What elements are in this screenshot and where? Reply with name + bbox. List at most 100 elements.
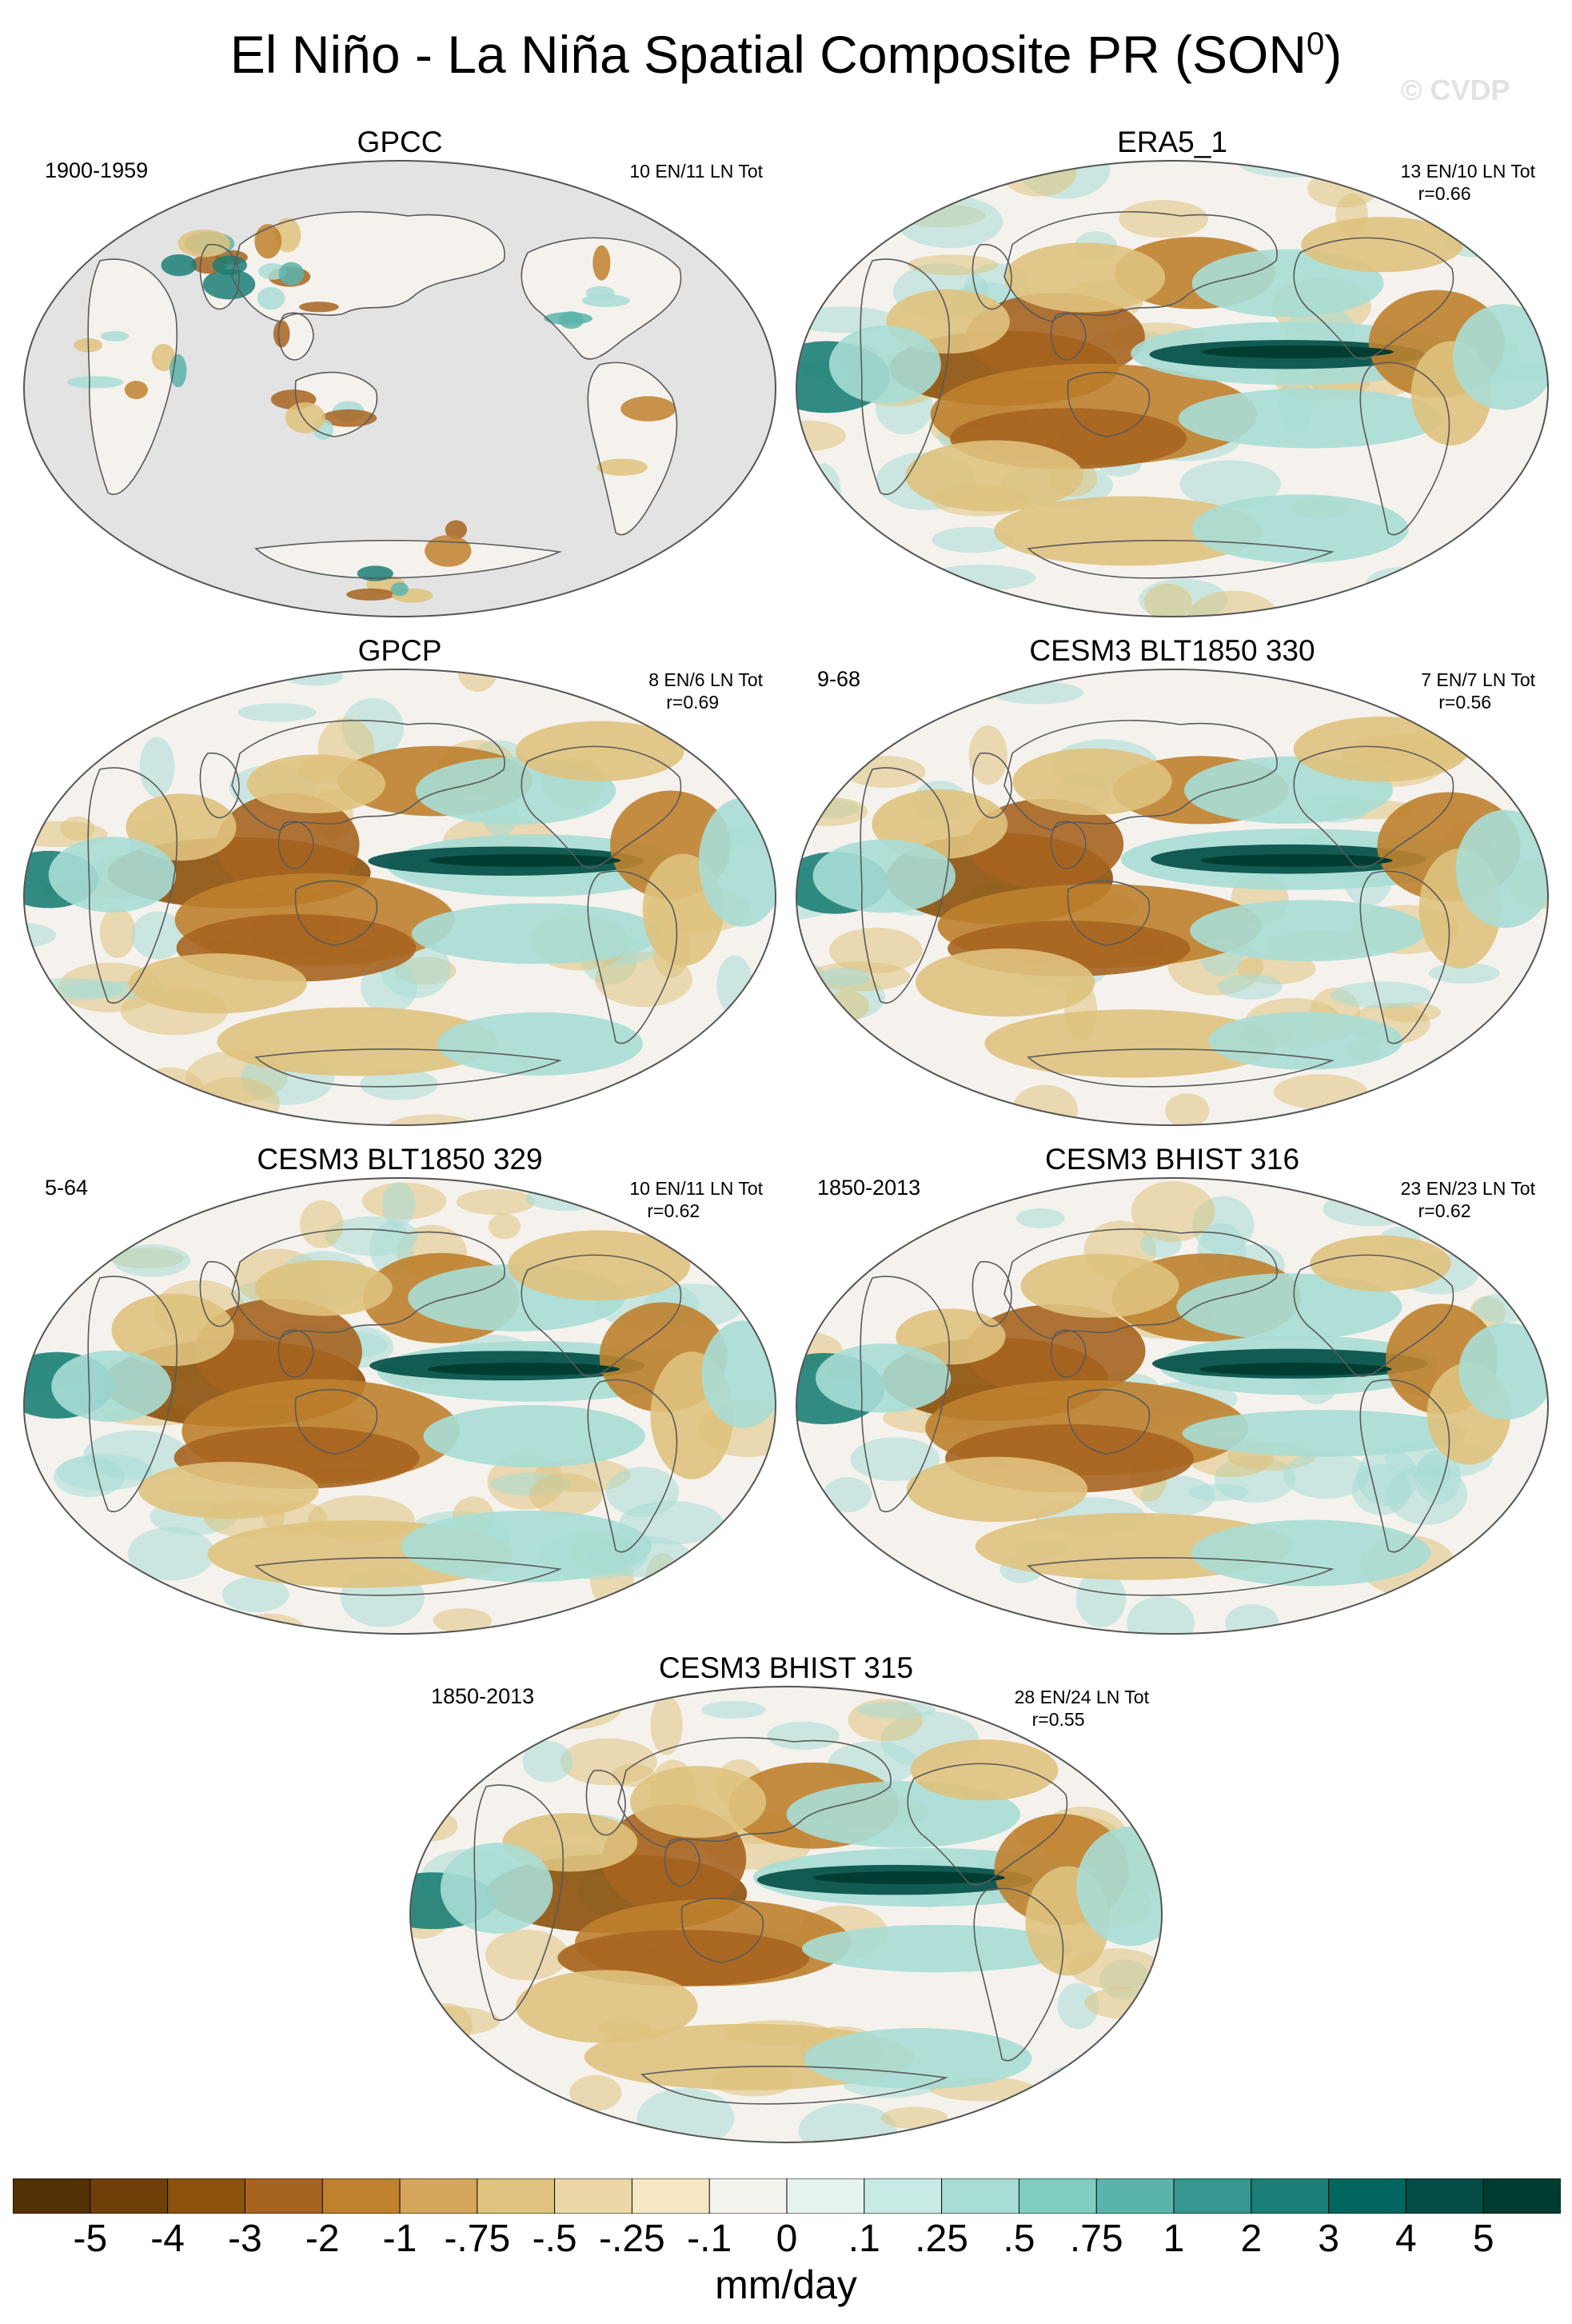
precip-anomaly-patch <box>1112 1687 1162 1702</box>
precip-anomaly-patch <box>285 402 325 433</box>
colorbar-swatch <box>1095 2178 1175 2214</box>
coastline <box>254 540 562 579</box>
precip-anomaly-patch <box>357 565 393 581</box>
coastline <box>1067 371 1151 437</box>
precip-anomaly-patch <box>619 1500 724 1545</box>
colorbar-swatch <box>1482 2178 1561 2214</box>
precip-anomaly-patch <box>663 677 758 699</box>
coastline <box>1050 821 1087 869</box>
colorbar-swatch <box>1251 2178 1330 2214</box>
colorbar-tick-label: -3 <box>228 2218 262 2260</box>
colorbar-swatch <box>708 2178 788 2214</box>
precip-anomaly-region <box>411 903 662 964</box>
panel-title: CESM3 BLT1850 330 <box>1029 634 1315 667</box>
precip-anomaly-patch <box>254 224 282 259</box>
precip-anomaly-patch <box>170 353 187 388</box>
coastline <box>640 2066 948 2105</box>
coastline <box>1293 1254 1454 1377</box>
precip-anomaly-region <box>515 721 684 781</box>
colorbar-swatch <box>941 2178 1020 2214</box>
equatorial-maximum <box>1201 345 1394 358</box>
precip-anomaly-region <box>1455 809 1548 928</box>
precip-anomaly-patch <box>1095 2070 1162 2129</box>
colorbar-swatch <box>244 2178 324 2214</box>
precip-anomaly-patch <box>711 669 776 692</box>
pattern-correlation: r=0.69 <box>666 692 720 713</box>
precip-anomaly-patch <box>701 1700 766 1719</box>
precip-anomaly-patch <box>839 161 925 178</box>
coastline <box>907 1763 1068 1886</box>
coastline <box>1027 1557 1335 1596</box>
precip-anomaly-patch <box>1082 1732 1162 1771</box>
precip-anomaly-patch <box>361 960 417 1014</box>
coastline <box>972 244 1012 310</box>
precip-anomaly-patch <box>560 1738 657 1786</box>
precip-anomaly-region <box>128 953 307 1014</box>
map-outline <box>796 669 1549 1126</box>
coastline <box>1067 880 1151 946</box>
precip-anomaly-patch <box>627 1088 667 1120</box>
precip-anomaly-patch <box>410 1713 477 1773</box>
precip-anomaly-patch <box>581 294 631 307</box>
precip-anomaly-patch <box>1477 235 1548 254</box>
precip-anomaly-patch <box>123 1090 185 1109</box>
precip-anomaly-patch <box>390 582 409 597</box>
map-projection <box>23 669 776 1126</box>
map-outline <box>23 160 776 617</box>
coastline <box>587 1379 678 1553</box>
coastline <box>1050 312 1087 361</box>
precip-anomaly-patch <box>127 1527 215 1581</box>
precip-anomaly-patch <box>113 1244 191 1277</box>
panel-title: CESM3 BLT1850 329 <box>257 1143 543 1176</box>
coastline <box>277 312 314 361</box>
precip-anomaly-region <box>915 948 1095 1017</box>
precip-anomaly-patch <box>907 254 998 275</box>
coastline <box>294 1388 378 1455</box>
colorbar-swatch <box>554 2178 633 2214</box>
event-counts: 7 EN/7 LN Tot <box>1421 669 1535 690</box>
precip-anomaly-patch <box>823 1477 872 1512</box>
precip-anomaly-patch <box>1522 202 1548 240</box>
coastline <box>521 745 682 869</box>
coastline <box>1359 361 1450 536</box>
precip-anomaly-region <box>440 1843 553 1934</box>
precip-anomaly-patch <box>485 1929 569 1981</box>
precip-anomaly-region <box>804 2027 1032 2090</box>
coastline <box>1293 237 1454 360</box>
title-close-paren: ) <box>1324 25 1343 84</box>
map-panel-cesm3-bhist-316: CESM3 BHIST 316 1850-2013 23 EN/23 LN To… <box>788 1142 1556 1670</box>
coastline <box>1050 1329 1087 1378</box>
panel-years: 1850-2013 <box>431 1684 535 1708</box>
precip-anomaly-patch <box>1015 1208 1065 1228</box>
colorbar-tick-label: .25 <box>915 2218 968 2260</box>
precip-anomaly-patch <box>1143 583 1192 617</box>
precip-anomaly-patch <box>625 669 695 703</box>
precip-anomaly-patch <box>202 269 256 300</box>
map-panel-era5: ERA5_1 13 EN/10 LN Tot r=0.66 <box>788 125 1556 653</box>
colorbar-swatch <box>399 2178 478 2214</box>
precip-anomaly-patch <box>1047 2062 1131 2093</box>
precip-anomaly-patch <box>595 951 692 1008</box>
precip-anomaly-patch <box>66 376 124 389</box>
precip-anomaly-patch <box>212 255 248 276</box>
precip-anomaly-region <box>906 1456 1088 1522</box>
precip-anomaly-patch <box>433 1608 493 1633</box>
precip-anomaly-patch <box>796 246 841 293</box>
precip-anomaly-patch <box>1500 1014 1534 1045</box>
colorbar-tick-label: 0 <box>776 2218 798 2260</box>
precip-anomaly-patch <box>178 669 239 692</box>
precip-anomaly-patch <box>796 669 876 693</box>
panel-years: 1850-2013 <box>817 1176 921 1200</box>
precip-anomaly-region <box>423 1405 645 1467</box>
coastline <box>587 361 678 536</box>
precip-anomaly-patch <box>756 764 776 795</box>
precip-anomaly-patch <box>620 396 676 421</box>
panel-years: 9-68 <box>817 667 861 691</box>
precip-anomaly-patch <box>1028 1694 1140 1720</box>
coastline <box>1027 540 1335 579</box>
precip-anomaly-patch <box>1386 1581 1495 1634</box>
coastline <box>664 1838 700 1887</box>
cvdp-watermark: © CVDP <box>1401 74 1510 106</box>
precip-anomaly-patch <box>592 245 611 281</box>
equatorial-maximum <box>1200 854 1393 867</box>
